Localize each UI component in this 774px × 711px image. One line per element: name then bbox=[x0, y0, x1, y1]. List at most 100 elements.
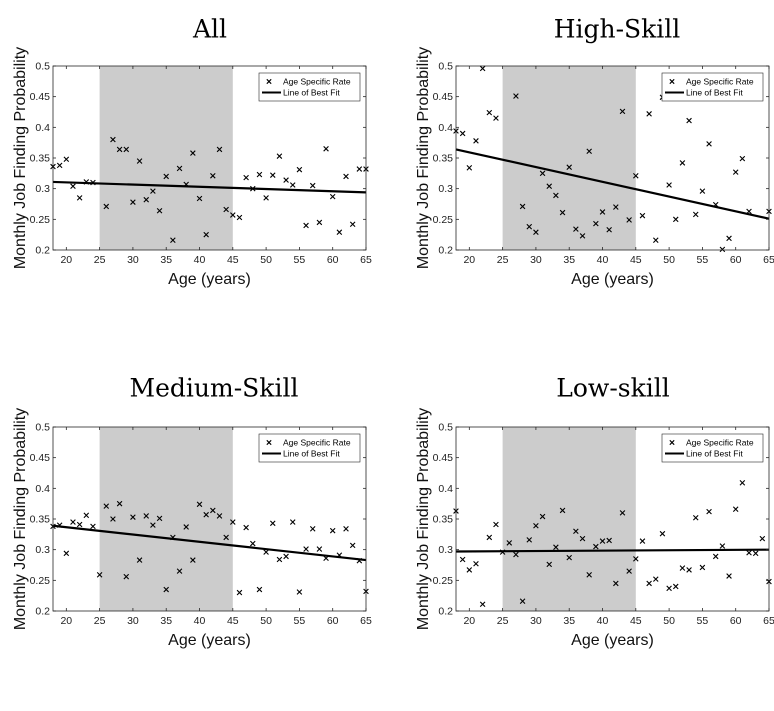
y-tick-label: 0.25 bbox=[433, 575, 454, 587]
data-point-marker bbox=[256, 586, 263, 593]
y-tick-label: 0.5 bbox=[35, 61, 50, 73]
data-point-marker bbox=[83, 512, 90, 519]
y-tick-label: 0.4 bbox=[438, 122, 453, 134]
y-tick-label: 0.3 bbox=[35, 183, 50, 195]
y-axis-label: Monthly Job Finding Probability bbox=[12, 408, 29, 630]
data-point-marker bbox=[269, 520, 276, 527]
data-point-marker bbox=[110, 136, 116, 143]
y-axis-label: Monthly Job Finding Probability bbox=[12, 47, 29, 269]
y-tick-label: 0.4 bbox=[438, 483, 453, 495]
data-point-marker bbox=[230, 519, 236, 525]
y-tick-label: 0.5 bbox=[35, 422, 50, 434]
data-point-marker bbox=[269, 172, 276, 178]
y-tick-label: 0.4 bbox=[35, 122, 50, 134]
data-point-marker bbox=[136, 557, 143, 563]
data-point-marker bbox=[586, 572, 592, 578]
data-point-marker bbox=[719, 246, 726, 253]
x-tick-label: 30 bbox=[127, 615, 139, 627]
data-point-marker bbox=[506, 540, 513, 546]
legend-marker-swatch bbox=[669, 439, 675, 446]
x-tick-label: 20 bbox=[463, 254, 475, 266]
subplot-2: High-Skill 20 25 30 35 40 45 50 55 60 65 0.2 0.25 0.3… bbox=[415, 15, 774, 289]
data-point-marker bbox=[526, 537, 533, 543]
data-point-marker bbox=[659, 530, 666, 537]
data-point-marker bbox=[190, 150, 196, 156]
data-point-marker bbox=[203, 231, 209, 238]
data-point-marker bbox=[639, 538, 646, 544]
data-point-marker bbox=[323, 146, 329, 152]
data-point-marker bbox=[459, 556, 466, 563]
data-point-marker bbox=[110, 516, 116, 522]
data-point-marker bbox=[143, 513, 150, 519]
data-point-marker bbox=[646, 580, 652, 587]
data-point-marker bbox=[130, 514, 136, 520]
data-point-marker bbox=[493, 521, 499, 528]
data-point-marker bbox=[513, 551, 519, 558]
x-tick-label: 60 bbox=[730, 254, 742, 266]
subplot-3: Medium-Skill 20 25 30 35 40 45 50 55 60 65 0.2 0.25 0… bbox=[12, 374, 372, 650]
data-point-marker bbox=[263, 549, 269, 555]
data-point-marker bbox=[303, 546, 309, 552]
data-point-marker bbox=[136, 158, 143, 164]
data-point-marker bbox=[706, 508, 712, 515]
y-tick-label: 0.5 bbox=[438, 422, 453, 434]
data-point-marker bbox=[539, 170, 546, 177]
data-point-marker bbox=[679, 160, 686, 166]
data-point-marker bbox=[652, 237, 659, 243]
y-tick-label: 0.35 bbox=[30, 153, 51, 165]
data-point-marker bbox=[692, 514, 699, 521]
data-point-marker bbox=[746, 549, 752, 556]
data-point-marker bbox=[63, 550, 70, 557]
legend-label-line: Line of Best Fit bbox=[283, 449, 340, 459]
data-point-marker bbox=[573, 528, 579, 535]
data-point-marker bbox=[473, 138, 479, 144]
data-point-marker bbox=[533, 522, 539, 529]
legend-label-marker: Age Specific Rate bbox=[283, 77, 351, 87]
x-tick-label: 60 bbox=[327, 615, 339, 627]
data-point-marker bbox=[679, 565, 686, 571]
y-tick-label: 0.35 bbox=[433, 514, 454, 526]
legend-label-line: Line of Best Fit bbox=[686, 88, 743, 98]
legend-marker-swatch bbox=[669, 78, 675, 85]
y-axis-label: Monthly Job Finding Probability bbox=[415, 47, 432, 269]
data-point-marker bbox=[479, 65, 486, 72]
data-point-marker bbox=[466, 165, 473, 171]
data-point-marker bbox=[236, 214, 243, 221]
data-point-marker bbox=[283, 553, 289, 560]
x-tick-label: 65 bbox=[360, 615, 372, 627]
data-point-marker bbox=[732, 506, 739, 512]
data-point-marker bbox=[309, 182, 316, 189]
data-point-marker bbox=[566, 164, 573, 170]
data-point-marker bbox=[573, 226, 579, 232]
data-point-marker bbox=[686, 567, 692, 573]
best-fit-line bbox=[455, 148, 770, 220]
best-fit-line bbox=[455, 548, 770, 553]
y-tick-label: 0.25 bbox=[433, 214, 454, 226]
data-point-marker bbox=[116, 500, 123, 507]
data-point-marker bbox=[349, 542, 356, 549]
x-tick-label: 40 bbox=[597, 615, 609, 627]
x-tick-label: 35 bbox=[160, 615, 172, 627]
data-point-marker bbox=[63, 156, 70, 163]
data-point-marker bbox=[712, 553, 719, 560]
data-point-marker bbox=[236, 589, 243, 596]
data-point-marker bbox=[533, 229, 539, 236]
x-tick-label: 55 bbox=[697, 254, 709, 266]
legend-label-line: Line of Best Fit bbox=[283, 88, 340, 98]
x-tick-label: 25 bbox=[497, 615, 509, 627]
data-point-marker bbox=[163, 586, 170, 593]
x-axis-label: Age (years) bbox=[168, 271, 251, 288]
data-point-marker bbox=[579, 233, 586, 239]
data-point-marker bbox=[70, 183, 76, 190]
data-point-marker bbox=[579, 535, 586, 542]
data-point-marker bbox=[170, 237, 176, 243]
data-point-marker bbox=[243, 524, 249, 531]
data-point-marker bbox=[486, 109, 493, 116]
data-point-marker bbox=[652, 576, 659, 582]
data-point-marker bbox=[599, 209, 606, 215]
data-point-marker bbox=[329, 527, 336, 534]
data-point-marker bbox=[176, 568, 183, 574]
data-point-marker bbox=[296, 166, 303, 173]
